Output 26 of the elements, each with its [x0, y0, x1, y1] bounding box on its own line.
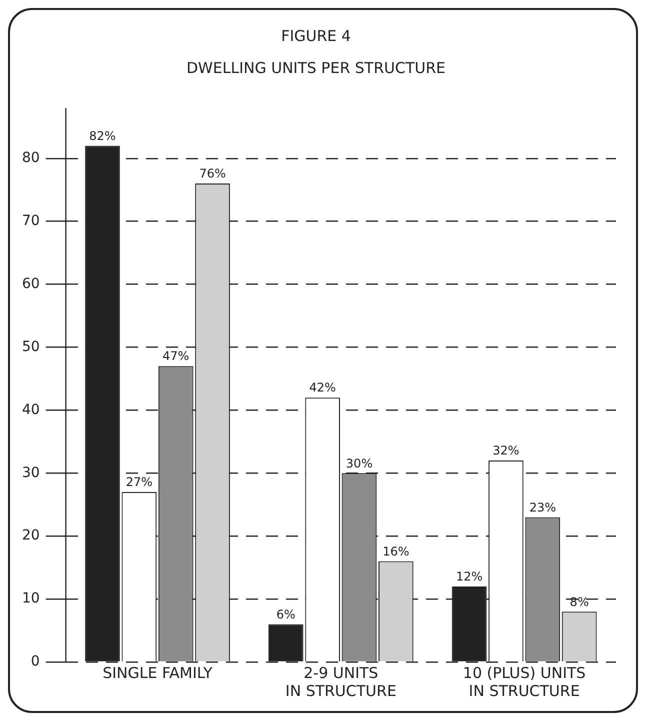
data-label: 42%: [309, 380, 336, 395]
x-tick-label: 10 (PLUS) UNITS IN STRUCTURE: [462, 664, 586, 700]
x-tick-label: SINGLE FAMILY: [102, 664, 214, 682]
y-tick-label: 40: [22, 402, 40, 418]
data-label: 32%: [492, 444, 520, 458]
data-label: 76%: [199, 166, 226, 181]
y-tick-label: 10: [22, 590, 40, 607]
data-label: 27%: [126, 475, 153, 490]
y-tick-label: 60: [22, 276, 40, 292]
chart-title: FIGURE 4: [281, 26, 351, 45]
data-label: 8%: [570, 594, 589, 609]
y-tick-label: 50: [22, 338, 40, 355]
y-tick-label: 70: [22, 212, 40, 229]
data-label: 12%: [456, 570, 483, 584]
chart-subtitle: DWELLING UNITS PER STRUCTURE: [186, 58, 446, 77]
y-tick-label: 80: [22, 150, 40, 166]
data-label: 16%: [382, 544, 410, 558]
data-label: 30%: [346, 456, 373, 470]
y-tick-label: 20: [22, 528, 40, 544]
y-tick-label: 30: [22, 464, 40, 481]
data-label: 6%: [276, 607, 296, 622]
data-label: 47%: [162, 349, 190, 364]
data-label: 23%: [529, 500, 556, 514]
data-label: 82%: [89, 128, 116, 143]
y-tick-label: 0: [30, 654, 40, 670]
x-tick-label: 2-9 UNITS IN STRUCTURE: [285, 664, 396, 700]
